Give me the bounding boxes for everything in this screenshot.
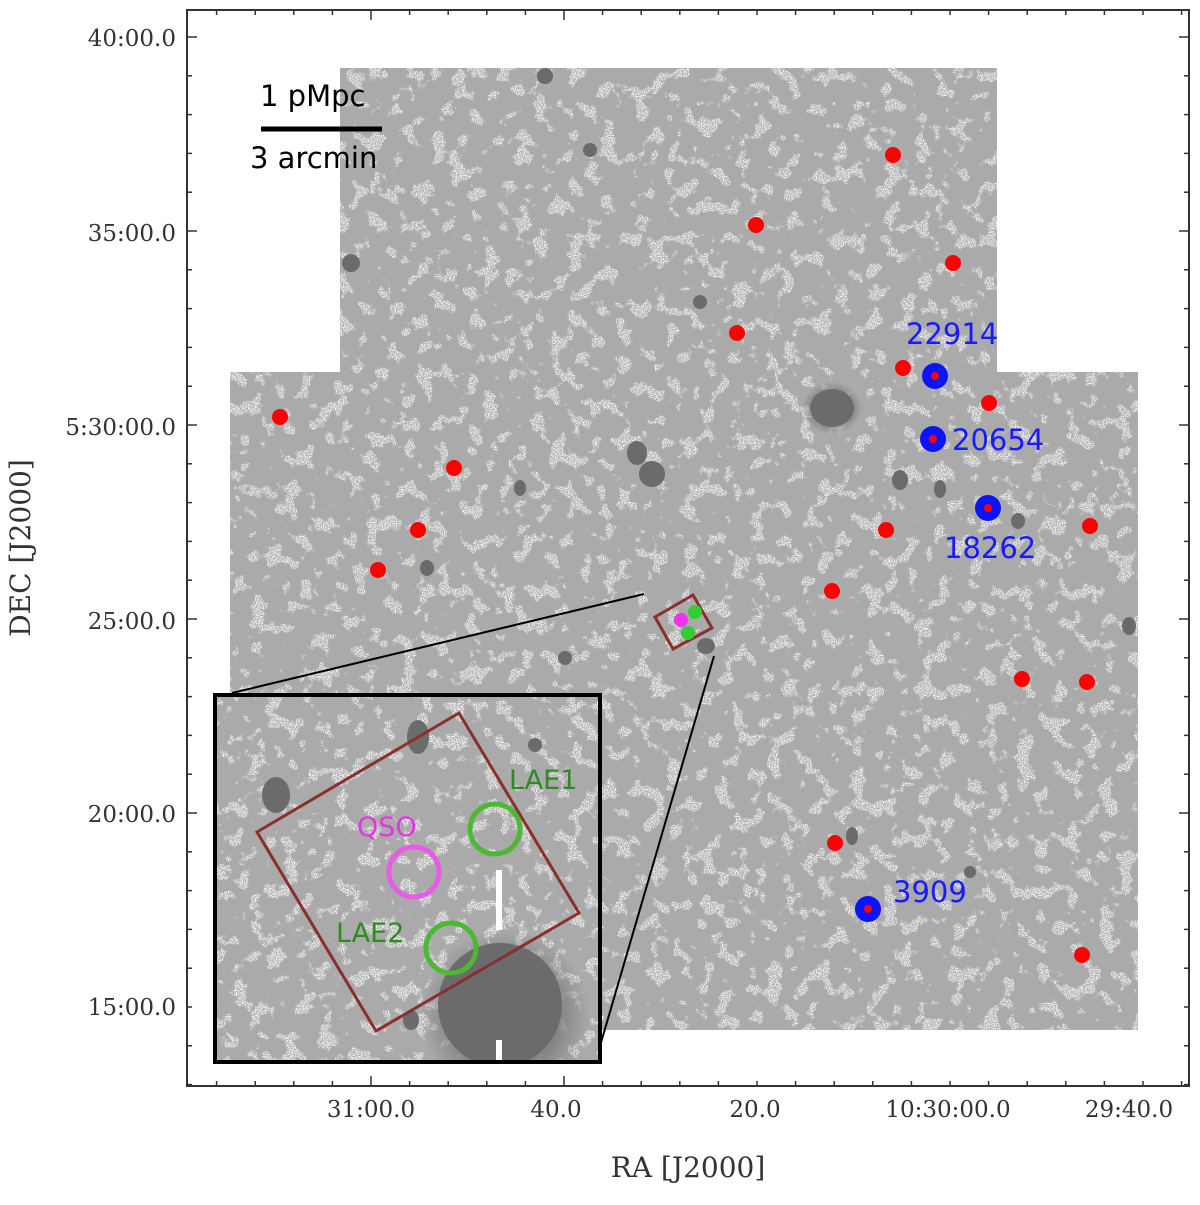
- red-source: [446, 460, 462, 476]
- source-20654: 20654: [920, 423, 1044, 457]
- source-3909: 3909: [855, 875, 967, 922]
- red-source: [981, 395, 997, 411]
- x-axis-title: RA [J2000]: [611, 1151, 766, 1184]
- zoom-line-top: [231, 593, 645, 694]
- qso-marker: [674, 613, 688, 627]
- x-tick-label: 10:30:00.0: [885, 1097, 1010, 1123]
- y-tick-label: 35:00.0: [88, 221, 176, 247]
- source-3909-label: 3909: [893, 875, 967, 909]
- source-18262: 18262: [944, 495, 1036, 565]
- red-source: [878, 522, 894, 538]
- inset-panel: QSO LAE1 LAE2: [213, 693, 602, 1064]
- red-source: [1074, 947, 1090, 963]
- red-source: [748, 217, 764, 233]
- inset-border: [213, 693, 602, 1064]
- scale-bar-top-label: 1 pMpc: [260, 79, 365, 113]
- y-tick-label: 15:00.0: [88, 995, 176, 1021]
- red-source: [1082, 518, 1098, 534]
- y-tick-label: 5:30:00.0: [65, 415, 176, 441]
- red-source: [824, 583, 840, 599]
- x-tick-label: 40.0: [530, 1097, 581, 1123]
- red-source: [410, 522, 426, 538]
- red-source: [272, 409, 288, 425]
- red-source: [827, 835, 843, 851]
- scale-bar-bottom-label: 3 arcmin: [250, 141, 377, 175]
- y-axis-title: DEC [J2000]: [4, 459, 37, 637]
- qso-circle: [386, 844, 442, 900]
- bright-galaxies: [342, 68, 1136, 878]
- red-source: [729, 325, 745, 341]
- lae1-label: LAE1: [509, 765, 577, 796]
- x-axis: 31:00.0 40.0 20.0 10:30:00.0 29:40.0 RA …: [215, 10, 1183, 1184]
- y-axis: 40:00.0 35:00.0 5:30:00.0 25:00.0 20:00.…: [4, 26, 1189, 1086]
- red-source: [885, 147, 901, 163]
- red-sources: [272, 147, 1098, 963]
- x-tick-label: 20.0: [729, 1097, 780, 1123]
- y-tick-label: 20:00.0: [88, 802, 176, 828]
- inset-field-box: [254, 710, 582, 1034]
- scale-bar: 1 pMpc 3 arcmin: [250, 79, 382, 175]
- source-22914: 22914: [906, 317, 998, 389]
- red-source: [895, 360, 911, 376]
- red-source: [945, 255, 961, 271]
- lae2-marker: [681, 626, 695, 640]
- lae2-label: LAE2: [336, 918, 404, 949]
- red-source: [1079, 674, 1095, 690]
- plot-frame: [186, 9, 1190, 1087]
- lae2-circle: [423, 920, 479, 976]
- qso-label: QSO: [357, 812, 417, 843]
- blue-sources: 22914 20654 18262 3909: [855, 317, 1044, 922]
- lae1-circle: [467, 801, 523, 857]
- x-tick-label: 31:00.0: [327, 1097, 415, 1123]
- y-tick-label: 25:00.0: [88, 609, 176, 635]
- y-tick-label: 40:00.0: [88, 26, 176, 52]
- source-20654-label: 20654: [952, 423, 1044, 457]
- source-18262-label: 18262: [944, 531, 1036, 565]
- x-tick-label: 29:40.0: [1085, 1097, 1173, 1123]
- lae1-marker: [688, 605, 702, 619]
- red-source: [1014, 671, 1030, 687]
- qso-field-box: [652, 592, 715, 652]
- source-22914-label: 22914: [906, 317, 998, 351]
- zoom-line-bottom: [599, 655, 715, 1047]
- red-source: [370, 562, 386, 578]
